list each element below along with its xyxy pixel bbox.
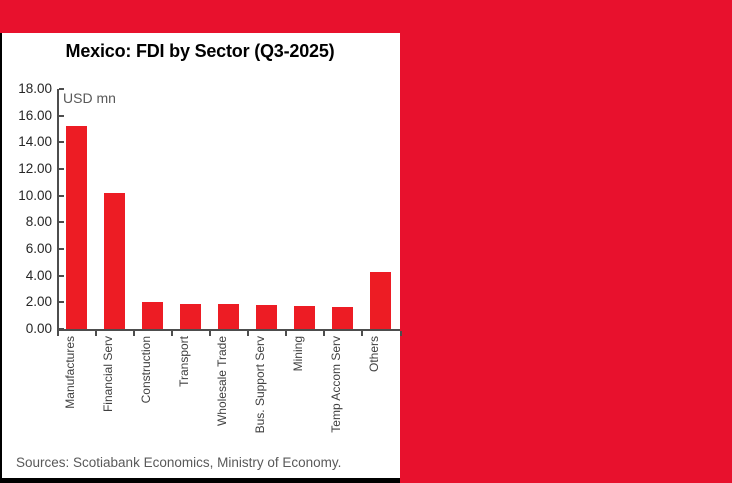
bar-construction bbox=[142, 302, 164, 329]
category-label: Construction bbox=[138, 336, 153, 404]
right-red-banner bbox=[400, 33, 732, 483]
bar-manufactures bbox=[66, 126, 88, 329]
category-label: Transport bbox=[176, 336, 191, 387]
category-label: Bus. Support Serv bbox=[252, 336, 267, 434]
bar-bus-support-serv bbox=[256, 305, 278, 329]
category-label: Temp Accom Serv bbox=[328, 336, 343, 433]
y-tick-label: 6.00 bbox=[25, 241, 52, 256]
y-tick-label: 8.00 bbox=[25, 214, 52, 230]
category-label: Others bbox=[366, 336, 381, 373]
y-tick-mark bbox=[59, 274, 64, 277]
x-tick-mark bbox=[399, 331, 402, 336]
bar-financial-serv bbox=[104, 193, 126, 329]
x-tick-mark bbox=[209, 331, 212, 336]
y-tick-mark bbox=[59, 168, 64, 170]
x-tick-mark bbox=[323, 331, 326, 336]
bar-temp-accom-serv bbox=[332, 307, 354, 329]
x-tick-mark bbox=[171, 331, 174, 336]
y-tick-label: 4.00 bbox=[25, 267, 52, 283]
category-label: Mining bbox=[290, 336, 305, 372]
panel-bottom-edge bbox=[0, 478, 400, 483]
x-tick-mark bbox=[95, 331, 98, 336]
y-tick-mark bbox=[59, 221, 64, 224]
y-tick-mark bbox=[59, 301, 64, 304]
x-tick-mark bbox=[133, 331, 136, 336]
x-tick-mark bbox=[247, 331, 250, 336]
top-red-banner bbox=[0, 0, 732, 33]
category-label: Manufactures bbox=[62, 336, 77, 409]
bar-others bbox=[370, 271, 392, 329]
bar-mining bbox=[294, 306, 316, 329]
y-tick-mark bbox=[59, 141, 64, 144]
category-label: Wholesale Trade bbox=[214, 336, 229, 427]
y-tick-label: 16.00 bbox=[18, 107, 52, 123]
x-tick-mark bbox=[361, 331, 364, 336]
y-tick-label: 0.00 bbox=[25, 321, 52, 336]
y-tick-mark bbox=[59, 248, 64, 250]
bar-transport bbox=[180, 303, 202, 329]
y-tick-label: 10.00 bbox=[18, 187, 52, 203]
y-tick-label: 14.00 bbox=[18, 134, 52, 150]
source-note: Sources: Scotiabank Economics, Ministry … bbox=[16, 455, 342, 470]
y-tick-mark bbox=[59, 88, 64, 90]
chart-title: Mexico: FDI by Sector (Q3-2025) bbox=[65, 41, 335, 61]
y-tick-label: 12.00 bbox=[18, 161, 52, 176]
bar-wholesale-trade bbox=[218, 304, 240, 329]
y-tick-mark bbox=[59, 194, 64, 197]
unit-label: USD mn bbox=[63, 90, 116, 106]
y-tick-label: 18.00 bbox=[18, 81, 52, 96]
x-axis bbox=[57, 329, 400, 331]
category-label: Financial Serv bbox=[100, 336, 115, 413]
y-axis bbox=[57, 89, 59, 330]
y-tick-mark bbox=[59, 328, 64, 330]
y-tick-label: 2.00 bbox=[25, 294, 52, 310]
x-tick-mark bbox=[57, 331, 59, 336]
x-tick-mark bbox=[285, 331, 288, 336]
y-tick-mark bbox=[59, 114, 64, 117]
